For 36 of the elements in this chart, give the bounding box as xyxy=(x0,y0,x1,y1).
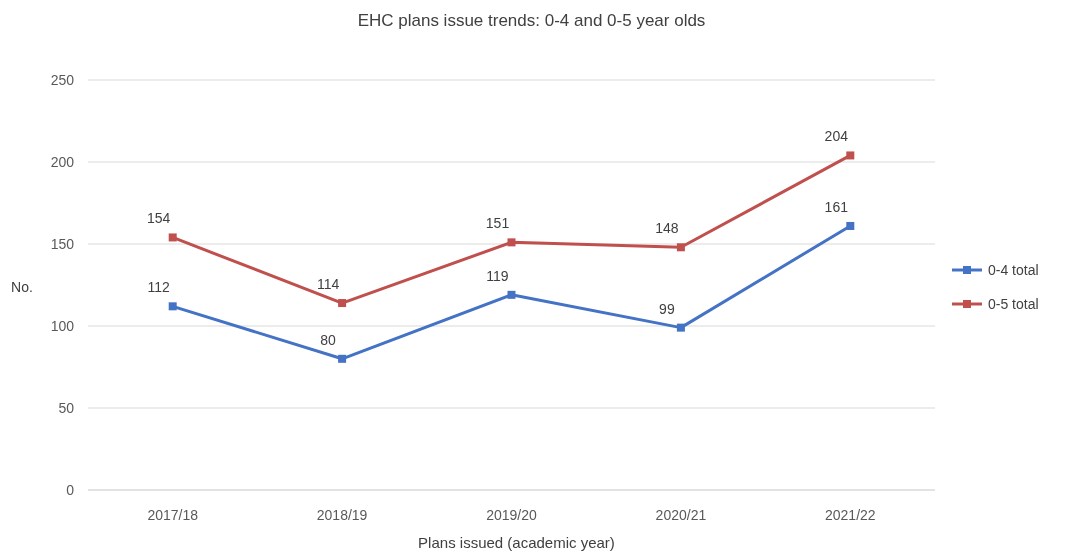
y-tick-label: 250 xyxy=(50,72,75,88)
x-tick-label: 2017/18 xyxy=(147,507,199,523)
point xyxy=(846,221,855,230)
point xyxy=(168,233,177,242)
legend-label: 0-4 total xyxy=(988,262,1039,278)
y-tick-label: 0 xyxy=(66,482,75,498)
point xyxy=(338,354,347,363)
point xyxy=(168,302,177,311)
y-tick-label: 50 xyxy=(58,400,75,416)
y-axis-title: No. xyxy=(11,279,33,295)
data-label: 154 xyxy=(147,210,171,227)
point xyxy=(507,238,516,247)
x-axis-title: Plans issued (academic year) xyxy=(418,534,615,551)
x-tick-label: 2020/21 xyxy=(655,507,707,523)
data-label: 148 xyxy=(655,220,679,237)
x-tick-label: 2018/19 xyxy=(316,507,368,523)
point xyxy=(676,243,685,252)
y-tick-label: 200 xyxy=(50,154,75,170)
data-label: 119 xyxy=(486,267,509,284)
data-label: 114 xyxy=(316,276,340,293)
point xyxy=(507,290,516,299)
data-label: 161 xyxy=(824,198,849,215)
y-tick-label: 100 xyxy=(50,318,75,334)
data-label: 80 xyxy=(320,331,337,348)
legend-label: 0-5 total xyxy=(988,296,1039,312)
point xyxy=(676,323,685,332)
data-label: 204 xyxy=(824,128,849,145)
x-tick-label: 2021/22 xyxy=(825,507,876,523)
point xyxy=(846,151,855,160)
x-tick-label: 2019/20 xyxy=(486,507,538,523)
data-label: 99 xyxy=(659,300,675,317)
data-label: 112 xyxy=(147,279,171,296)
data-label: 151 xyxy=(485,215,510,232)
point xyxy=(338,299,347,308)
chart-title: EHC plans issue trends: 0-4 and 0-5 year olds xyxy=(357,11,706,30)
y-tick-label: 150 xyxy=(50,236,75,252)
